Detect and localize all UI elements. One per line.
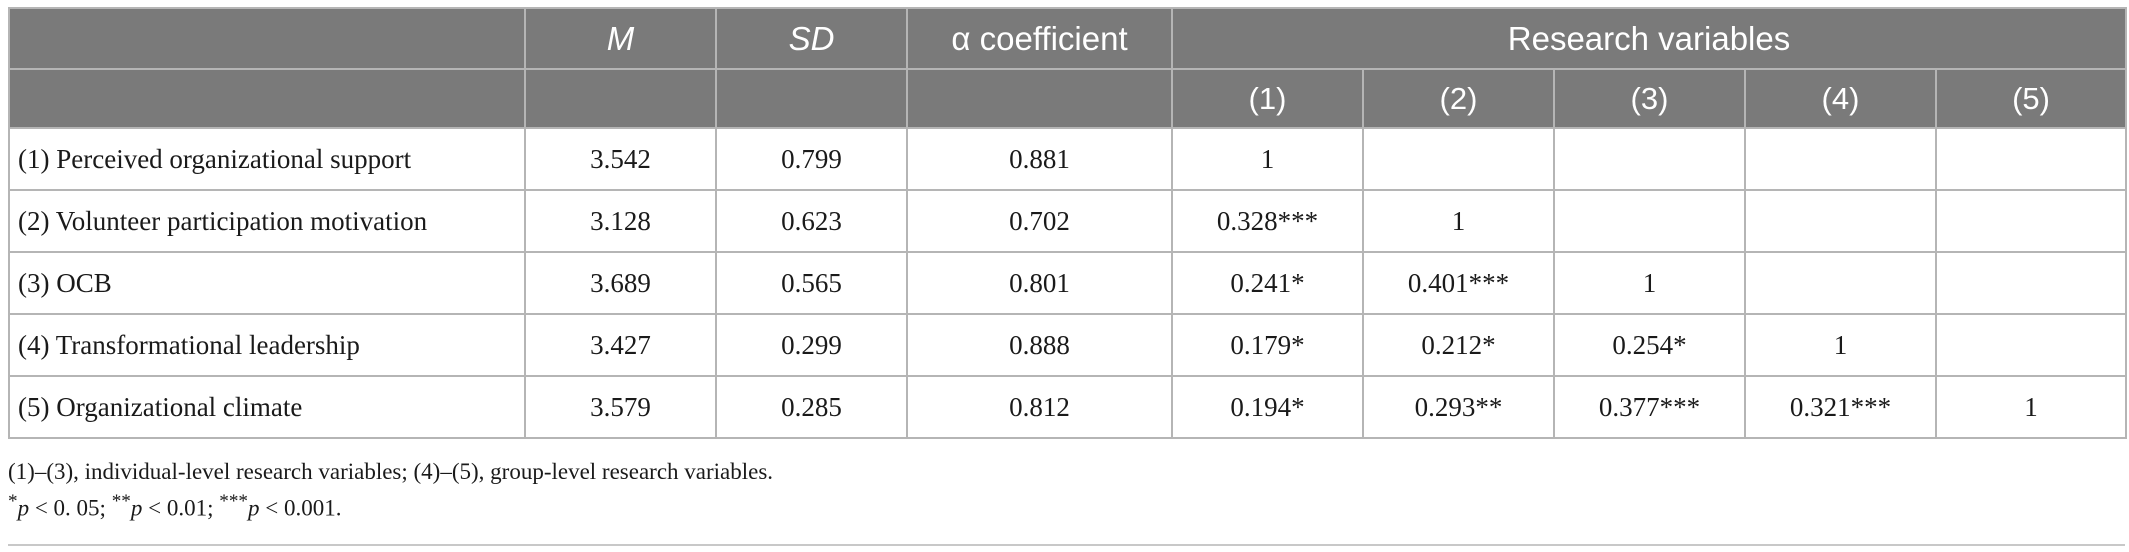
cell-sd: 0.285 <box>715 375 908 439</box>
sig-star-2: ** <box>111 491 131 512</box>
cell-corr-3: 0.254* <box>1553 313 1746 377</box>
cell-corr-3 <box>1553 127 1746 191</box>
cell-corr-4 <box>1744 127 1937 191</box>
cell-sd: 0.565 <box>715 251 908 315</box>
header-sub-blank <box>906 68 1173 129</box>
cell-corr-1: 0.328*** <box>1171 189 1364 253</box>
cell-corr-4 <box>1744 189 1937 253</box>
cell-corr-5 <box>1934 251 2128 315</box>
cell-sd: 0.299 <box>715 313 908 377</box>
sig-star-1: * <box>8 491 18 512</box>
sig-text-2: < 0.01; <box>142 495 220 521</box>
cell-corr-3: 0.377*** <box>1553 375 1746 439</box>
sig-text-3: < 0.001. <box>259 495 342 521</box>
cell-corr-2: 0.212* <box>1362 313 1555 377</box>
cell-corr-1: 0.241* <box>1171 251 1364 315</box>
header-row-sub: (1) (2) (3) (4) (5) <box>8 68 2128 129</box>
cell-corr-2: 0.293** <box>1362 375 1555 439</box>
row-label: (5) Organizational climate <box>8 375 526 439</box>
cell-corr-1: 0.194* <box>1171 375 1364 439</box>
cell-corr-4: 0.321*** <box>1744 375 1937 439</box>
sig-p-3: p <box>247 495 260 521</box>
cell-corr-1: 1 <box>1171 127 1364 191</box>
sig-p-2: p <box>130 495 143 521</box>
cell-corr-5: 1 <box>1934 375 2128 439</box>
note-variable-levels: (1)–(3), individual-level research varia… <box>8 459 774 484</box>
header-col-2: (2) <box>1362 68 1555 129</box>
header-sd: SD <box>715 7 908 70</box>
cell-corr-3: 1 <box>1553 251 1746 315</box>
row-label: (1) Perceived organizational support <box>8 127 526 191</box>
cell-corr-1: 0.179* <box>1171 313 1364 377</box>
note-significance: *p < 0. 05; **p < 0.01; ***p < 0.001. <box>8 487 773 524</box>
cell-alpha: 0.888 <box>906 313 1173 377</box>
cell-sd: 0.623 <box>715 189 908 253</box>
table-row: (2) Volunteer participation motivation 3… <box>8 189 2128 253</box>
header-alpha-coefficient: α coefficient <box>906 7 1173 70</box>
cell-alpha: 0.812 <box>906 375 1173 439</box>
cell-corr-2: 0.401*** <box>1362 251 1555 315</box>
sig-p-1: p <box>17 495 30 521</box>
cell-corr-2: 1 <box>1362 189 1555 253</box>
table-row: (1) Perceived organizational support 3.5… <box>8 127 2128 191</box>
cell-sd: 0.799 <box>715 127 908 191</box>
header-col-5: (5) <box>1934 68 2128 129</box>
table-notes: (1)–(3), individual-level research varia… <box>8 457 773 524</box>
header-sub-blank <box>8 68 526 129</box>
cell-corr-5 <box>1934 189 2128 253</box>
row-label: (2) Volunteer participation motivation <box>8 189 526 253</box>
sig-star-3: *** <box>219 491 248 512</box>
row-label: (4) Transformational leadership <box>8 313 526 377</box>
header-col-4: (4) <box>1744 68 1937 129</box>
header-sub-blank <box>715 68 908 129</box>
sig-text-1: < 0. 05; <box>29 495 112 521</box>
table-row: (4) Transformational leadership 3.427 0.… <box>8 313 2128 377</box>
header-col-3: (3) <box>1553 68 1746 129</box>
cell-corr-4: 1 <box>1744 313 1937 377</box>
cell-corr-4 <box>1744 251 1937 315</box>
header-row-main: M SD α coefficient Research variables <box>8 7 2128 70</box>
cell-mean: 3.427 <box>524 313 717 377</box>
cell-mean: 3.542 <box>524 127 717 191</box>
cell-corr-5 <box>1934 127 2128 191</box>
table-row: (5) Organizational climate 3.579 0.285 0… <box>8 375 2128 439</box>
cell-alpha: 0.801 <box>906 251 1173 315</box>
cell-alpha: 0.881 <box>906 127 1173 191</box>
header-research-variables: Research variables <box>1170 7 2128 70</box>
cell-mean: 3.128 <box>524 189 717 253</box>
bottom-divider <box>8 544 2125 546</box>
table-row: (3) OCB 3.689 0.565 0.801 0.241* 0.401**… <box>8 251 2128 315</box>
correlation-table: M SD α coefficient Research variables (1… <box>8 7 2128 439</box>
row-label: (3) OCB <box>8 251 526 315</box>
cell-corr-3 <box>1553 189 1746 253</box>
cell-alpha: 0.702 <box>906 189 1173 253</box>
header-col-1: (1) <box>1171 68 1364 129</box>
cell-corr-2 <box>1362 127 1555 191</box>
table-container: M SD α coefficient Research variables (1… <box>8 7 2128 439</box>
cell-mean: 3.579 <box>524 375 717 439</box>
header-blank-cell <box>8 7 526 70</box>
header-mean: M <box>524 7 717 70</box>
cell-mean: 3.689 <box>524 251 717 315</box>
header-sub-blank <box>524 68 717 129</box>
cell-corr-5 <box>1934 313 2128 377</box>
